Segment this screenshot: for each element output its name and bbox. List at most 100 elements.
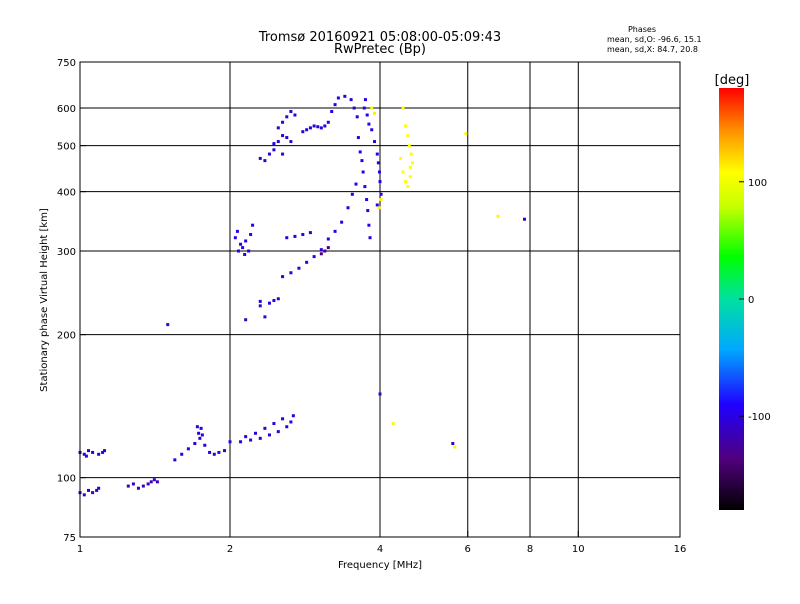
data-point [236, 249, 240, 253]
data-point [146, 482, 150, 486]
data-point [91, 450, 95, 454]
data-point [377, 206, 381, 210]
data-point [352, 106, 356, 110]
data-point [312, 124, 316, 128]
data-point [141, 484, 145, 488]
data-point [233, 236, 237, 240]
data-point [319, 252, 323, 256]
data-point [360, 159, 364, 163]
data-point [285, 115, 289, 119]
data-point [330, 109, 334, 113]
data-point [199, 426, 203, 430]
data-point [244, 318, 248, 322]
data-point [267, 433, 271, 437]
data-point [362, 106, 366, 110]
data-points [78, 94, 527, 497]
data-point [319, 248, 323, 252]
y-tick-label: 600 [57, 104, 76, 115]
data-point [281, 134, 285, 138]
data-point [301, 130, 305, 134]
data-point [193, 442, 197, 446]
data-point [377, 170, 381, 174]
data-point [249, 233, 253, 237]
data-point [361, 170, 365, 174]
data-point [253, 431, 257, 435]
data-point [406, 134, 410, 138]
colorbar-ticks: 100 0 -100 [739, 178, 771, 423]
data-point [276, 297, 280, 301]
data-point [453, 445, 457, 449]
x-tick-label: 6 [465, 544, 471, 555]
data-point [197, 431, 201, 435]
data-point [97, 486, 101, 490]
data-point [289, 109, 293, 113]
data-point [464, 132, 468, 136]
data-point [326, 246, 330, 250]
y-tick-label: 75 [63, 533, 76, 544]
data-point [212, 452, 216, 456]
data-point [272, 299, 276, 303]
phase-stats-x: mean, sd,X: 84.7, 20.8 [607, 45, 698, 54]
data-point [228, 440, 232, 444]
y-tick-label: 400 [57, 188, 76, 199]
data-point [186, 447, 190, 451]
data-point [305, 128, 309, 132]
data-point [523, 217, 527, 221]
data-point [370, 128, 374, 132]
data-point [152, 478, 156, 482]
x-tick-label: 16 [674, 544, 687, 555]
data-point [131, 482, 135, 486]
data-point [391, 422, 395, 426]
data-point [403, 124, 407, 128]
data-point [258, 304, 262, 308]
data-point [378, 180, 382, 184]
data-point [91, 491, 95, 495]
data-point [399, 156, 403, 160]
grid-lines [80, 62, 680, 537]
data-point [281, 120, 285, 124]
x-tick-label: 2 [227, 544, 233, 555]
data-point [411, 161, 415, 165]
data-point [408, 175, 412, 179]
data-point [101, 450, 105, 454]
data-point [401, 106, 405, 110]
data-point [244, 435, 248, 439]
data-point [333, 103, 337, 107]
data-point [406, 185, 410, 189]
data-point [356, 136, 360, 140]
data-point [323, 124, 327, 128]
data-point [251, 223, 255, 227]
data-point [365, 198, 369, 202]
data-point [244, 239, 248, 243]
data-point [366, 209, 370, 213]
data-point [272, 142, 276, 146]
data-point [239, 242, 243, 246]
data-point [180, 452, 184, 456]
data-point [149, 480, 153, 484]
data-point [281, 417, 285, 421]
data-point [223, 449, 227, 453]
data-point [86, 449, 90, 453]
data-point [370, 106, 374, 110]
data-point [247, 249, 251, 253]
data-point [82, 452, 86, 456]
data-point [289, 420, 293, 424]
data-point [375, 152, 379, 156]
data-point [409, 152, 413, 156]
y-tick-label: 750 [57, 58, 76, 69]
data-point [258, 156, 262, 160]
data-point [451, 442, 455, 446]
data-point [308, 231, 312, 235]
data-point [285, 425, 289, 429]
data-point [263, 315, 267, 319]
x-axis: 1 2 4 6 8 10 16 [77, 531, 687, 555]
data-point [305, 260, 309, 264]
chart-subtitle: RwPretec (Bp) [334, 42, 426, 57]
data-point [367, 223, 371, 227]
data-point [355, 115, 359, 119]
data-point [373, 111, 377, 115]
data-point [358, 150, 362, 154]
data-point [272, 148, 276, 152]
